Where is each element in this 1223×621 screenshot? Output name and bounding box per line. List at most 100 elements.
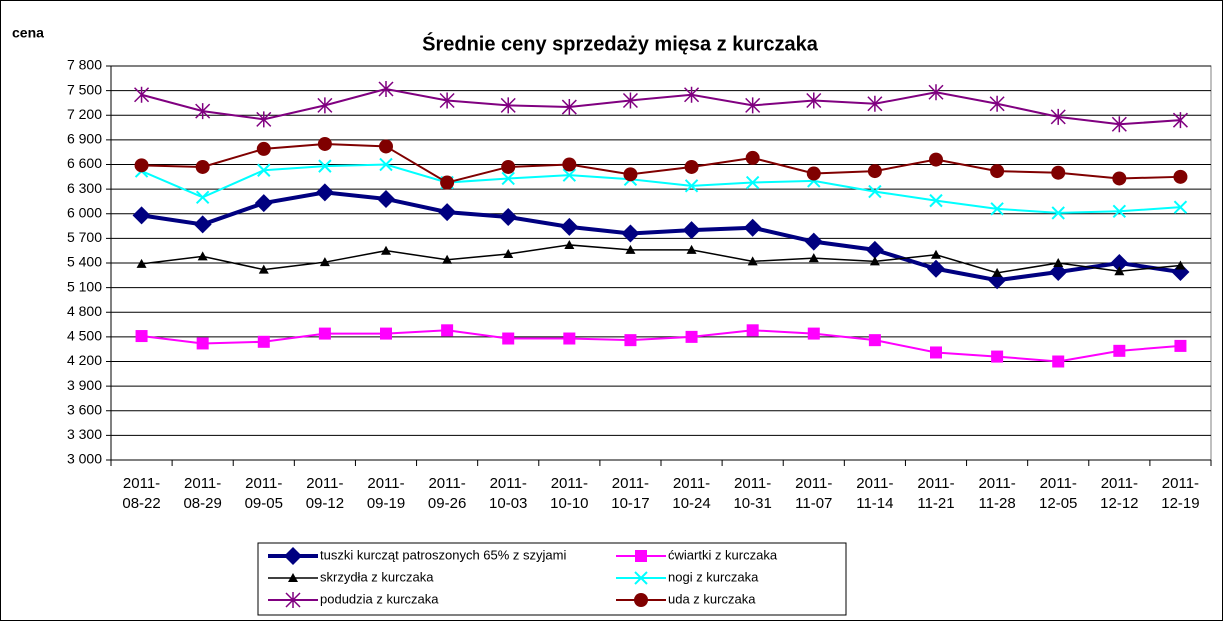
x-tick-label: 2011-11-07 <box>795 475 833 512</box>
marker <box>380 327 392 340</box>
marker <box>196 337 209 350</box>
marker <box>500 97 516 114</box>
marker <box>988 271 1007 290</box>
x-tick-label: 2011-11-28 <box>978 475 1016 512</box>
marker <box>132 206 151 225</box>
series-line <box>141 329 1181 363</box>
x-tick-label: 2011-08-29 <box>183 475 222 512</box>
marker <box>562 168 577 182</box>
marker <box>442 254 453 264</box>
marker <box>1174 339 1187 352</box>
y-tick-label: 3 600 <box>67 401 102 417</box>
marker <box>682 221 701 240</box>
legend-label: tuszki kurcząt patroszonych 65% z szyjam… <box>320 547 566 562</box>
marker <box>745 150 760 165</box>
y-tick-label: 7 800 <box>67 57 102 73</box>
marker <box>743 218 762 237</box>
marker <box>684 179 699 193</box>
marker <box>807 327 820 340</box>
legend-label: uda z kurczaka <box>668 591 756 606</box>
marker <box>808 253 819 263</box>
y-tick-label: 5 700 <box>67 229 102 245</box>
x-tick-label: 2011-09-19 <box>366 475 406 512</box>
marker <box>318 327 331 340</box>
legend-label: podudzia z kurczaka <box>320 591 439 606</box>
marker <box>499 208 518 227</box>
x-tick-label: 2011-09-12 <box>305 475 345 512</box>
marker <box>560 217 579 236</box>
marker <box>381 245 391 255</box>
marker <box>868 184 882 199</box>
marker <box>685 330 698 343</box>
marker <box>318 159 332 173</box>
marker <box>441 324 454 337</box>
x-tick-label: 2011-10-24 <box>672 475 711 512</box>
x-tick-label: 2011-12-19 <box>1161 475 1200 512</box>
marker <box>990 164 1005 179</box>
marker <box>1053 258 1064 267</box>
marker <box>806 166 821 181</box>
marker <box>1113 344 1126 357</box>
x-tick-label: 2011-10-10 <box>550 475 589 512</box>
marker <box>867 95 883 112</box>
marker <box>1175 260 1186 270</box>
marker <box>928 84 944 101</box>
marker <box>992 267 1003 277</box>
marker <box>1051 165 1066 180</box>
marker <box>869 256 880 266</box>
x-tick-label: 2011-08-22 <box>122 475 161 512</box>
marker <box>440 175 455 190</box>
marker <box>193 215 212 234</box>
marker <box>197 251 208 261</box>
marker <box>634 571 648 585</box>
y-tick-label: 6 000 <box>67 204 102 220</box>
series-line <box>141 163 1181 214</box>
marker <box>438 203 457 222</box>
marker <box>622 92 638 109</box>
y-tick-label: 6 900 <box>67 131 102 147</box>
marker <box>502 332 515 345</box>
x-tick-label: 2011-10-31 <box>733 475 772 512</box>
y-tick-label: 7 200 <box>67 106 102 122</box>
x-tick-label: 2011-11-21 <box>917 475 955 512</box>
x-tick-label: 2011-09-26 <box>427 475 467 512</box>
marker <box>623 167 638 182</box>
marker <box>135 330 148 343</box>
marker <box>195 190 210 205</box>
y-tick-label: 4 800 <box>67 303 102 319</box>
y-tick-label: 4 500 <box>67 328 102 344</box>
marker <box>315 183 334 202</box>
marker <box>686 244 697 254</box>
marker <box>503 248 514 258</box>
marker <box>136 258 147 268</box>
marker <box>1112 204 1127 218</box>
marker <box>1173 200 1188 214</box>
series-line <box>141 244 1181 274</box>
marker <box>621 224 640 243</box>
marker <box>501 159 516 174</box>
marker <box>378 80 394 97</box>
series-line <box>141 190 1181 283</box>
marker <box>684 86 700 103</box>
marker <box>930 346 942 359</box>
marker <box>634 593 648 607</box>
y-axis-label: cena <box>12 25 44 41</box>
marker <box>625 244 636 254</box>
marker <box>635 550 647 562</box>
marker <box>379 157 393 172</box>
marker <box>1171 263 1190 282</box>
marker <box>564 239 575 249</box>
marker <box>1052 355 1065 368</box>
x-tick-label: 2011-09-05 <box>244 475 283 512</box>
marker <box>931 249 941 259</box>
x-tick-label: 2011-10-03 <box>489 475 528 512</box>
y-tick-label: 6 300 <box>67 180 102 196</box>
marker <box>746 324 759 337</box>
marker <box>257 335 270 348</box>
marker <box>1114 266 1125 276</box>
x-tick-label: 2011-12-05 <box>1039 475 1078 512</box>
y-tick-label: 7 500 <box>67 81 102 97</box>
marker <box>195 159 210 174</box>
